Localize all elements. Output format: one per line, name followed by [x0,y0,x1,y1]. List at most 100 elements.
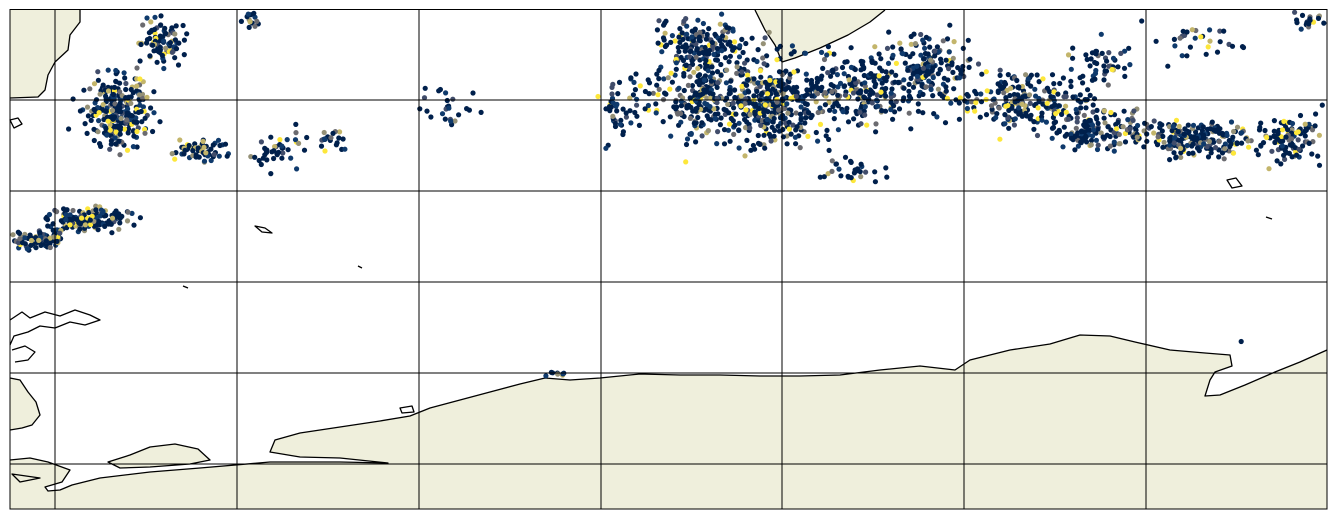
data-point [957,95,963,101]
data-point [688,48,694,54]
data-point [922,45,928,51]
data-point [1111,148,1117,154]
data-point [1063,109,1069,115]
data-point [1315,153,1321,159]
data-point [216,153,222,159]
data-point [687,95,693,101]
data-point [882,76,888,82]
data-point [1272,139,1278,145]
data-point [67,222,73,228]
data-point [1003,95,1009,101]
data-point [105,88,112,94]
data-point [743,40,749,47]
data-point [152,14,158,20]
data-point [746,89,752,95]
data-point [123,95,129,101]
data-point [91,137,97,144]
data-point [128,100,134,106]
data-point [747,125,753,131]
data-point [1238,338,1244,345]
data-point [733,111,739,117]
data-point [808,80,815,86]
data-point [1121,65,1128,71]
data-point [835,127,842,133]
data-point [215,137,222,143]
data-point [723,80,730,86]
data-point [736,54,743,60]
data-point [730,28,736,34]
data-point [756,105,762,112]
data-point [616,79,623,85]
data-point [834,100,840,106]
data-point [1027,100,1033,106]
data-point [617,121,623,127]
data-point [1023,110,1029,116]
data-point [113,129,119,135]
data-point [872,44,878,50]
data-point [884,174,890,180]
data-point [1151,130,1157,136]
data-point [1068,131,1074,137]
data-point [677,26,683,32]
data-point [1104,132,1110,138]
data-point [713,57,719,63]
data-point [118,115,124,122]
data-point [136,92,142,98]
data-point [1231,128,1237,135]
data-point [1091,96,1098,102]
data-point [1084,56,1090,63]
data-point [944,36,951,42]
data-point [694,105,700,111]
data-point [623,114,630,120]
data-point [869,58,875,64]
data-point [830,69,836,75]
data-point [1102,120,1108,126]
data-point [705,128,712,134]
data-point [124,117,130,123]
data-point [1088,142,1094,148]
data-point [10,232,16,238]
data-point [1182,126,1188,132]
data-point [151,110,157,116]
data-point [456,112,462,118]
data-point [802,50,809,56]
data-point [882,108,889,114]
data-point [285,147,291,153]
data-point [144,15,150,21]
data-point [675,44,681,51]
data-point [993,115,999,121]
data-point [923,34,930,41]
data-point [754,88,760,94]
data-point [850,90,857,96]
data-point [1060,144,1066,150]
data-point [683,62,689,69]
data-point [1011,91,1017,98]
data-point [117,220,123,226]
data-point [772,127,778,134]
data-point [684,105,690,111]
data-point [1228,119,1235,125]
data-point [103,108,109,114]
data-point [831,116,837,122]
data-point [293,121,299,127]
data-point [123,80,129,87]
data-point [681,73,687,79]
data-point [956,116,963,122]
data-point [137,76,143,82]
data-point [886,29,892,35]
data-point [1083,52,1089,58]
data-point [1185,122,1191,128]
data-point [1221,156,1227,162]
data-point [1230,134,1236,140]
data-point [1068,66,1074,72]
data-point [99,210,105,216]
data-point [1098,31,1104,37]
data-point [117,124,123,130]
data-point [607,108,613,114]
data-point [888,90,894,96]
data-point [1043,119,1049,125]
data-point [158,13,164,19]
data-point [906,81,912,87]
data-point [751,93,757,99]
data-point [33,245,39,251]
